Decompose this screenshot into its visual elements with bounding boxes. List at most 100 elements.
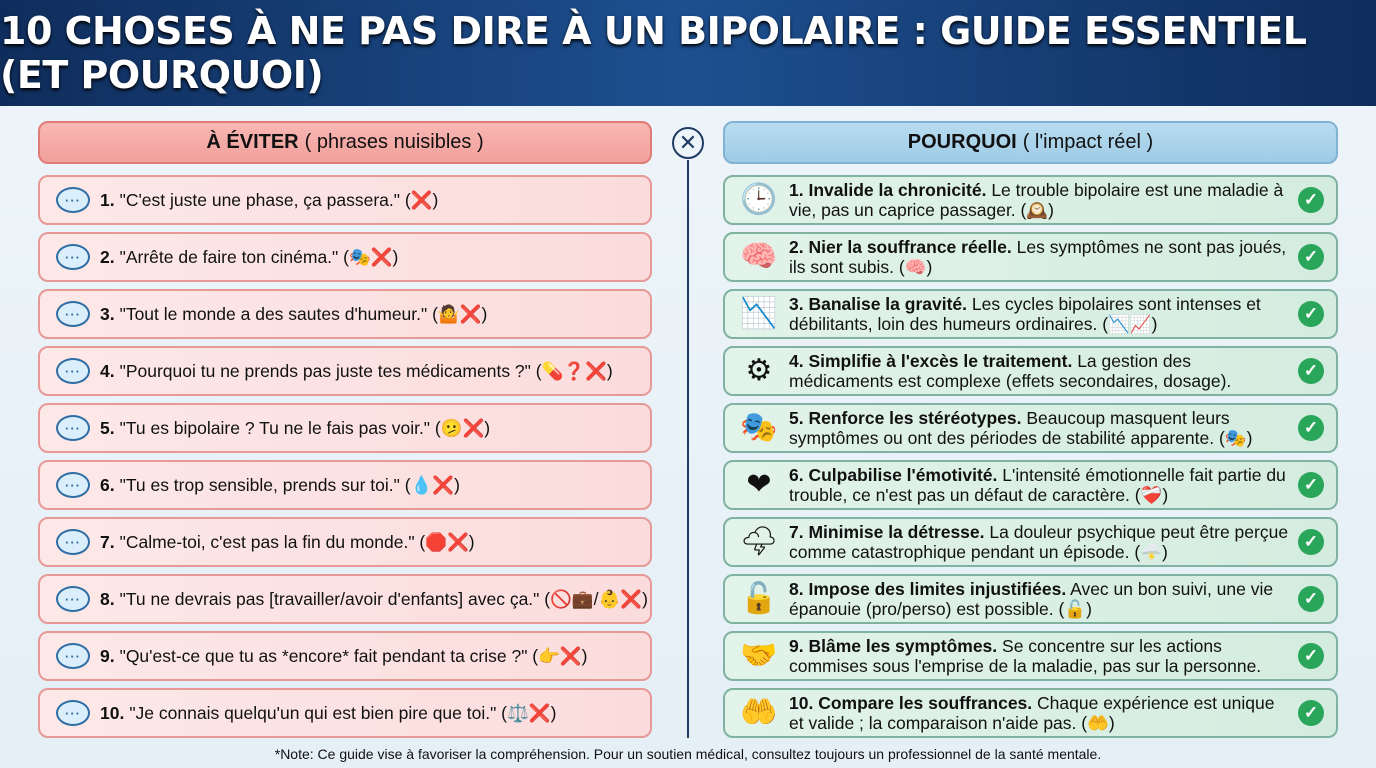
why-header: POURQUOI( l'impact réel ) xyxy=(723,121,1338,164)
avoid-item-number: 6. xyxy=(100,474,115,495)
chart-down-icon: 📉 xyxy=(740,297,778,330)
avoid-item: ··· 4. "Pourquoi tu ne prends pas juste … xyxy=(38,346,652,396)
why-item-body: Les symptômes ne sont pas joués, ils son… xyxy=(789,237,1287,277)
speech-bubble-icon: ··· xyxy=(56,529,90,555)
why-item-text: 9. Blâme les symptômes. Se concentre sur… xyxy=(789,636,1292,676)
why-item: 🤲 10. Compare les souffrances. Chaque ex… xyxy=(723,688,1338,738)
avoid-item-number: 4. xyxy=(100,360,115,381)
check-icon: ✓ xyxy=(1298,700,1324,726)
why-header-sub: ( l'impact réel ) xyxy=(1022,131,1154,153)
why-item-text: 5. Renforce les stéréotypes. Beaucoup ma… xyxy=(789,408,1292,448)
speech-bubble-icon: ··· xyxy=(56,700,90,726)
why-item-body: Les cycles bipolaires sont intenses et d… xyxy=(789,294,1261,334)
why-item: 🌩 7. Minimise la détresse. La douleur ps… xyxy=(723,517,1338,567)
why-item-body: La gestion des médicaments est complexe … xyxy=(789,351,1232,391)
why-item-title: 7. Minimise la détresse. xyxy=(789,522,985,542)
avoid-item: ··· 8. "Tu ne devrais pas [travailler/av… xyxy=(38,574,652,624)
avoid-item-text: "Tu es trop sensible, prends sur toi." (… xyxy=(119,474,460,495)
why-item: ⚙ 4. Simplifie à l'excès le traitement. … xyxy=(723,346,1338,396)
avoid-item-number: 5. xyxy=(100,417,115,438)
why-item-title: 2. Nier la souffrance réelle. xyxy=(789,237,1012,257)
avoid-item-number: 3. xyxy=(100,303,115,324)
clock-icon: 🕒 xyxy=(740,183,778,216)
avoid-item-number: 1. xyxy=(100,189,115,210)
close-circle-icon: ✕ xyxy=(672,127,704,159)
why-item-title: 4. Simplifie à l'excès le traitement. xyxy=(789,351,1073,371)
why-item: 🤝 9. Blâme les symptômes. Se concentre s… xyxy=(723,631,1338,681)
check-icon: ✓ xyxy=(1298,472,1324,498)
theater-masks-icon: 🎭 xyxy=(740,411,778,444)
why-item-title: 8. Impose des limites injustifiées. xyxy=(789,579,1067,599)
why-item: 🧠 2. Nier la souffrance réelle. Les symp… xyxy=(723,232,1338,282)
why-item: 🕒 1. Invalide la chronicité. Le trouble … xyxy=(723,175,1338,225)
avoid-item-text: "Je connais quelqu'un qui est bien pire … xyxy=(129,702,557,723)
avoid-item-number: 2. xyxy=(100,246,115,267)
why-item-body: Se concentre sur les actions commises so… xyxy=(789,636,1262,676)
why-item: 🔓 8. Impose des limites injustifiées. Av… xyxy=(723,574,1338,624)
avoid-header: À ÉVITER( phrases nuisibles ) xyxy=(38,121,652,164)
why-item-text: 7. Minimise la détresse. La douleur psyc… xyxy=(789,522,1292,562)
avoid-item-text: "Arrête de faire ton cinéma." (🎭❌) xyxy=(119,246,399,267)
avoid-item-text: "Calme-toi, c'est pas la fin du monde." … xyxy=(119,531,475,552)
avoid-item-text: "C'est juste une phase, ça passera." (❌) xyxy=(119,189,439,210)
brain-icon: 🧠 xyxy=(740,240,778,273)
why-header-bold: POURQUOI xyxy=(907,131,1017,153)
why-item: ❤ 6. Culpabilise l'émotivité. L'intensit… xyxy=(723,460,1338,510)
check-icon: ✓ xyxy=(1298,415,1324,441)
avoid-item: ··· 3. "Tout le monde a des sautes d'hum… xyxy=(38,289,652,339)
page-title: 10 CHOSES À NE PAS DIRE À UN BIPOLAIRE :… xyxy=(0,9,1307,97)
avoid-item-number: 8. xyxy=(100,588,115,609)
check-icon: ✓ xyxy=(1298,358,1324,384)
why-item-text: 2. Nier la souffrance réelle. Les symptô… xyxy=(789,237,1292,277)
why-item-body: Le trouble bipolaire est une maladie à v… xyxy=(789,180,1284,220)
avoid-item-text: "Tu ne devrais pas [travailler/avoir d'e… xyxy=(119,588,648,609)
why-item-title: 9. Blâme les symptômes. xyxy=(789,636,998,656)
why-item-title: 3. Banalise la gravité. xyxy=(789,294,968,314)
avoid-item: ··· 1. "C'est juste une phase, ça passer… xyxy=(38,175,652,225)
why-item-title: 1. Invalide la chronicité. xyxy=(789,180,987,200)
speech-bubble-icon: ··· xyxy=(56,643,90,669)
why-item-title: 6. Culpabilise l'émotivité. xyxy=(789,465,998,485)
avoid-item-number: 7. xyxy=(100,531,115,552)
check-icon: ✓ xyxy=(1298,187,1324,213)
check-icon: ✓ xyxy=(1298,529,1324,555)
speech-bubble-icon: ··· xyxy=(56,472,90,498)
speech-bubble-icon: ··· xyxy=(56,415,90,441)
why-item-text: 1. Invalide la chronicité. Le trouble bi… xyxy=(789,180,1292,220)
why-item-text: 8. Impose des limites injustifiées. Avec… xyxy=(789,579,1292,619)
avoid-item: ··· 10. "Je connais quelqu'un qui est bi… xyxy=(38,688,652,738)
avoid-item: ··· 7. "Calme-toi, c'est pas la fin du m… xyxy=(38,517,652,567)
speech-bubble-icon: ··· xyxy=(56,358,90,384)
unlock-icon: 🔓 xyxy=(740,582,778,615)
avoid-item: ··· 2. "Arrête de faire ton cinéma." (🎭❌… xyxy=(38,232,652,282)
avoid-header-sub: ( phrases nuisibles ) xyxy=(304,131,484,153)
why-item: 🎭 5. Renforce les stéréotypes. Beaucoup … xyxy=(723,403,1338,453)
check-icon: ✓ xyxy=(1298,643,1324,669)
check-icon: ✓ xyxy=(1298,244,1324,270)
heart-icon: ❤ xyxy=(746,468,772,501)
open-hands-icon: 🤲 xyxy=(740,696,778,729)
why-item-text: 6. Culpabilise l'émotivité. L'intensité … xyxy=(789,465,1292,505)
why-item-text: 3. Banalise la gravité. Les cycles bipol… xyxy=(789,294,1292,334)
why-item-body: Avec un bon suivi, une vie épanouie (pro… xyxy=(789,579,1274,619)
why-item-body: Chaque expérience est unique et valide ;… xyxy=(789,693,1275,733)
avoid-item-text: "Pourquoi tu ne prends pas juste tes méd… xyxy=(119,360,613,381)
check-icon: ✓ xyxy=(1298,586,1324,612)
title-banner: 10 CHOSES À NE PAS DIRE À UN BIPOLAIRE :… xyxy=(0,0,1376,106)
avoid-item: ··· 6. "Tu es trop sensible, prends sur … xyxy=(38,460,652,510)
avoid-item-text: "Tout le monde a des sautes d'humeur." (… xyxy=(119,303,488,324)
avoid-item: ··· 9. "Qu'est-ce que tu as *encore* fai… xyxy=(38,631,652,681)
why-item-text: 10. Compare les souffrances. Chaque expé… xyxy=(789,693,1292,733)
speech-bubble-icon: ··· xyxy=(56,244,90,270)
speech-bubble-icon: ··· xyxy=(56,586,90,612)
avoid-item-text: "Qu'est-ce que tu as *encore* fait penda… xyxy=(119,645,588,666)
avoid-header-bold: À ÉVITER xyxy=(206,131,299,153)
avoid-item-number: 10. xyxy=(100,702,125,723)
why-item-body: La douleur psychique peut être perçue co… xyxy=(789,522,1289,562)
why-item-title: 10. Compare les souffrances. xyxy=(789,693,1033,713)
speech-bubble-icon: ··· xyxy=(56,187,90,213)
check-icon: ✓ xyxy=(1298,301,1324,327)
avoid-item-text: "Tu es bipolaire ? Tu ne le fais pas voi… xyxy=(119,417,491,438)
why-item-body: L'intensité émotionnelle fait partie du … xyxy=(789,465,1286,505)
handshake-icon: 🤝 xyxy=(740,639,778,672)
